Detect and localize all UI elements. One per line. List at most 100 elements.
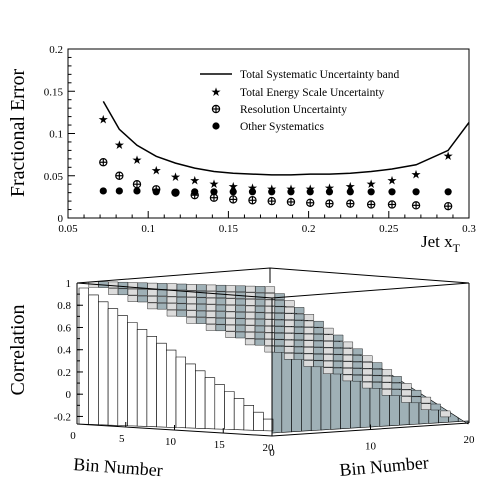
legend-circle-marker xyxy=(212,122,220,130)
lego-top-cell xyxy=(127,288,138,296)
lego-top-cell xyxy=(264,326,275,333)
lego-top-cell xyxy=(254,339,265,346)
resolution-point xyxy=(99,158,108,167)
lego-top-cell xyxy=(137,289,148,296)
lego-top-cell xyxy=(255,306,266,313)
lego-top-cell xyxy=(362,355,373,362)
legend-cross-circle-shape xyxy=(211,104,221,114)
lego-top-cell xyxy=(245,292,256,299)
lego-top-cell xyxy=(274,306,285,313)
lego-top-cell xyxy=(284,313,295,320)
lego-top-cell xyxy=(235,318,246,325)
other-systematics-point xyxy=(388,188,396,196)
lego-top-cell xyxy=(381,382,392,389)
lego-top-cell xyxy=(294,327,305,334)
lego-top-cell xyxy=(206,297,217,305)
y-tick-label: 0.15 xyxy=(44,86,64,98)
lego-top-cell xyxy=(205,311,217,318)
lego-front-face-bar xyxy=(146,335,157,428)
energy-scale-point: ★ xyxy=(247,181,258,195)
lego-top-cell xyxy=(381,375,392,383)
lego-top-cell xyxy=(157,283,168,290)
lego-top-cell xyxy=(245,305,256,313)
lego-top-cell xyxy=(284,339,295,347)
lego-top-cell xyxy=(333,361,344,368)
lego-top-cell xyxy=(147,296,158,303)
lego-top-cell xyxy=(284,300,295,307)
lego-top-cell xyxy=(294,313,305,321)
lego-top-cell xyxy=(313,354,324,361)
lego-top-cell xyxy=(342,348,353,355)
resolution-point xyxy=(267,196,276,206)
lego-top-cell xyxy=(196,310,207,318)
energy-scale-point: ★ xyxy=(345,179,356,193)
lego-top-cell xyxy=(196,317,207,324)
resolution-point xyxy=(443,201,453,211)
lego-top-cell xyxy=(166,309,177,317)
lego-top-cell xyxy=(362,381,373,389)
top-legend: Total Systematic Uncertainty band ★ Tota… xyxy=(200,69,399,133)
lego-top-cell xyxy=(215,324,226,331)
lego-top-cell xyxy=(255,299,266,306)
lego-front-face-bar xyxy=(98,301,109,426)
other-systematics-point xyxy=(191,188,199,196)
energy-scale-point: ★ xyxy=(443,149,454,163)
lego-top-cell xyxy=(186,317,197,324)
lego-top-cell xyxy=(362,375,373,382)
other-systematics-point xyxy=(367,188,375,196)
lego-top-cell xyxy=(206,304,217,311)
lego-top-cell xyxy=(265,286,275,293)
lego-top-cell xyxy=(411,396,422,403)
lego-front-face-bar xyxy=(117,315,128,427)
lego-top-cell xyxy=(254,325,265,333)
other-systematics-point xyxy=(229,188,237,196)
lego-top-cell xyxy=(430,403,441,411)
resolution-point xyxy=(387,200,397,209)
lego-top-cell xyxy=(235,312,246,319)
lego-top-cell xyxy=(382,369,392,376)
lego-top-cell xyxy=(235,325,246,332)
lego-top-cell xyxy=(284,326,295,334)
lego-top-cell xyxy=(362,362,373,369)
lego-top-cell xyxy=(440,410,451,418)
lego-top-cell xyxy=(333,334,344,342)
x-tick-label: 0.1 xyxy=(141,223,155,235)
other-systematics-point xyxy=(133,187,141,195)
lego-top-cell xyxy=(264,319,275,326)
energy-scale-point: ★ xyxy=(324,181,335,195)
energy-scale-point: ★ xyxy=(209,177,220,191)
lego-top-cell xyxy=(372,375,383,382)
lego-front-face-bar xyxy=(195,370,206,429)
bottom-left-axis-label: Bin Number xyxy=(73,454,164,480)
lego-top-cell xyxy=(303,327,314,334)
lego-top-cell xyxy=(323,367,334,374)
lego-top-cell xyxy=(342,361,353,368)
top-x-axis-label: Jet xT xyxy=(421,232,461,255)
lego-top-cell xyxy=(303,340,314,347)
lego-top-cell xyxy=(186,284,197,291)
lego-front-face-bar xyxy=(166,349,177,428)
lego-top-cell xyxy=(274,313,285,320)
lego-top-cell xyxy=(225,324,236,332)
resolution-point xyxy=(229,195,238,204)
resolution-point xyxy=(366,200,376,209)
lego-top-cell xyxy=(303,347,314,354)
x-tick-label: 0.3 xyxy=(462,223,476,235)
lego-top-cell xyxy=(420,403,431,410)
lego-top-cell xyxy=(333,348,344,355)
lego-top-cell xyxy=(381,389,392,396)
lego-top-cell xyxy=(313,334,324,341)
lego-top-cell xyxy=(205,324,216,331)
lego-top-cell xyxy=(205,317,216,325)
lego-top-cell xyxy=(245,312,256,319)
lego-top-cell xyxy=(284,320,295,327)
lego-top-cell xyxy=(245,325,256,332)
resolution-point xyxy=(132,179,142,189)
lego-top-cell xyxy=(196,284,207,291)
other-systematics-point xyxy=(152,188,160,196)
lego-top-cell xyxy=(274,300,285,307)
lego-top-cell xyxy=(245,299,256,306)
lego-top-cell xyxy=(294,340,304,347)
other-systematics-point xyxy=(412,188,420,196)
lego-top-cell xyxy=(274,333,285,340)
